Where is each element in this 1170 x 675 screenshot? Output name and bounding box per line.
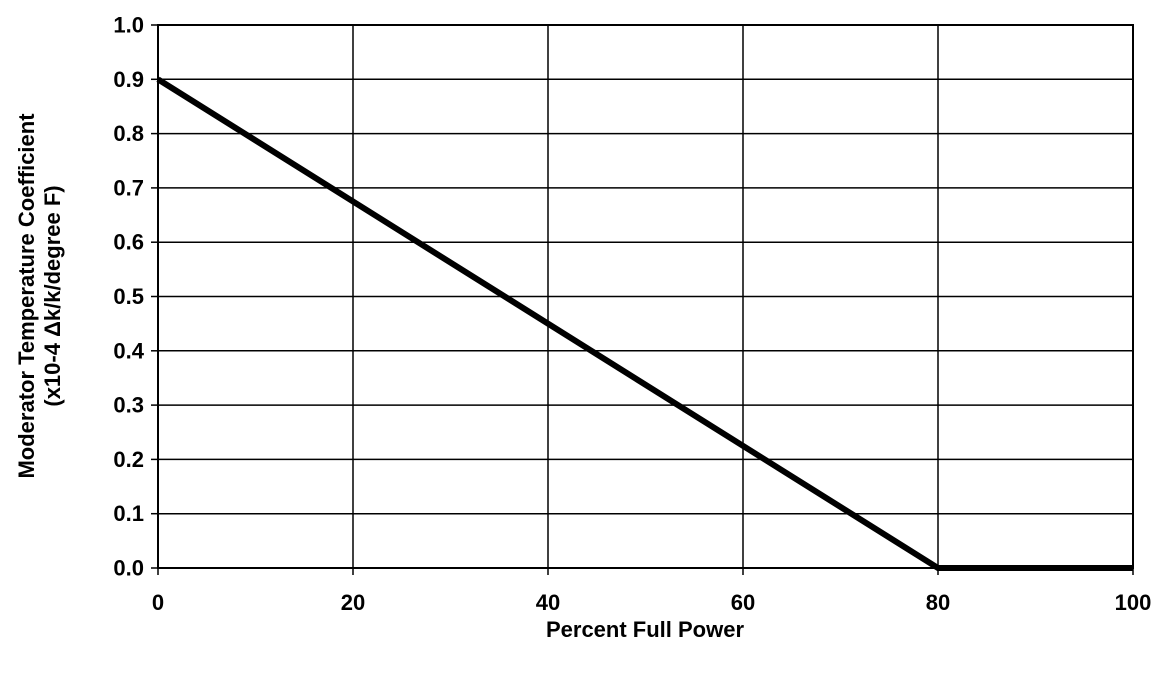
series-layer xyxy=(156,76,1133,571)
grid xyxy=(157,24,1134,569)
x-tick-labels: 0 20 40 60 80 100 xyxy=(152,590,1151,615)
plot-frame xyxy=(151,24,1134,575)
plot-border xyxy=(157,24,1134,569)
x-tick-label: 60 xyxy=(731,590,755,615)
y-axis-title: Moderator Temperature Coefficient (x10-4… xyxy=(14,113,65,479)
y-axis-title-line-2: (x10-4 Δk/k/degree F) xyxy=(40,185,65,406)
y-tick-labels: 0.0 0.1 0.2 0.3 0.4 0.5 0.6 0.7 0.8 0.9 1.0 xyxy=(113,13,144,581)
y-tick-label: 0.2 xyxy=(113,447,144,472)
y-tick-label: 0.6 xyxy=(113,230,144,255)
x-tick-label: 20 xyxy=(341,590,365,615)
y-tick-label: 0.7 xyxy=(113,175,144,200)
x-tick-label: 100 xyxy=(1115,590,1152,615)
x-tick-label: 40 xyxy=(536,590,560,615)
x-axis-title: Percent Full Power xyxy=(546,617,744,642)
y-tick-label: 0.3 xyxy=(113,393,144,418)
y-axis-title-line-1: Moderator Temperature Coefficient xyxy=(14,113,39,479)
y-tick-label: 0.1 xyxy=(113,501,144,526)
y-tick-label: 1.0 xyxy=(113,13,144,38)
x-tick-label: 80 xyxy=(926,590,950,615)
series-line xyxy=(156,76,1133,571)
y-tick-label: 0.9 xyxy=(113,67,144,92)
y-tick-label: 0.0 xyxy=(113,556,144,581)
x-tick-label: 0 xyxy=(152,590,164,615)
y-tick-label: 0.4 xyxy=(113,338,144,363)
y-tick-label: 0.8 xyxy=(113,121,144,146)
y-tick-label: 0.5 xyxy=(113,284,144,309)
